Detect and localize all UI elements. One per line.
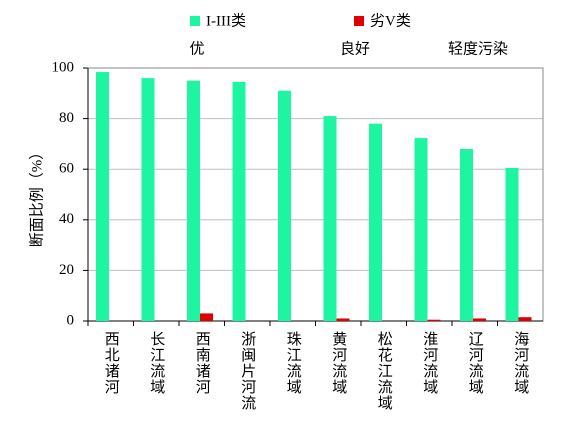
bar — [336, 318, 350, 321]
bar — [96, 72, 109, 321]
x-tick-label: 长江流域 — [148, 331, 165, 395]
bar — [369, 123, 382, 321]
x-tick-label: 黄河流域 — [330, 331, 347, 395]
y-tick-label: 80 — [59, 110, 74, 126]
bar — [200, 313, 213, 321]
bar — [141, 78, 155, 322]
y-axis-label: 断面比例（%） — [28, 145, 45, 248]
annotation: 良好 — [340, 40, 370, 57]
bar — [427, 319, 441, 321]
bar — [505, 167, 519, 321]
plot-border — [87, 67, 544, 322]
y-tick-label: 40 — [59, 211, 74, 227]
legend-label: I-III类 — [206, 12, 246, 29]
y-tick-label: 60 — [59, 161, 74, 177]
y-tick-label: 0 — [67, 312, 75, 328]
x-tick-label: 浙闽片河流 — [239, 331, 256, 411]
bar — [187, 80, 200, 322]
x-tick-label: 海河流域 — [512, 331, 529, 395]
legend-swatch — [354, 16, 364, 26]
x-tick-label: 西南诸河 — [194, 331, 211, 395]
bar — [460, 148, 473, 321]
x-tick-label: 辽河流域 — [467, 331, 484, 395]
bar — [323, 116, 337, 321]
legend-swatch — [190, 16, 200, 26]
y-tick-label: 20 — [59, 262, 74, 278]
legend-label: 劣V类 — [370, 12, 411, 29]
x-tick-label: 松花江流域 — [376, 331, 393, 411]
x-tick-label: 淮河流域 — [421, 331, 438, 395]
annotation: 优 — [189, 40, 204, 57]
bar — [414, 138, 428, 321]
x-tick-label: 珠江流域 — [285, 331, 302, 395]
bar — [232, 81, 246, 321]
bar — [518, 317, 532, 321]
y-tick-label: 100 — [52, 59, 75, 75]
bar — [278, 90, 291, 322]
bar — [473, 318, 486, 321]
annotation: 轻度污染 — [448, 40, 508, 57]
x-tick-label: 西北诸河 — [103, 331, 120, 395]
